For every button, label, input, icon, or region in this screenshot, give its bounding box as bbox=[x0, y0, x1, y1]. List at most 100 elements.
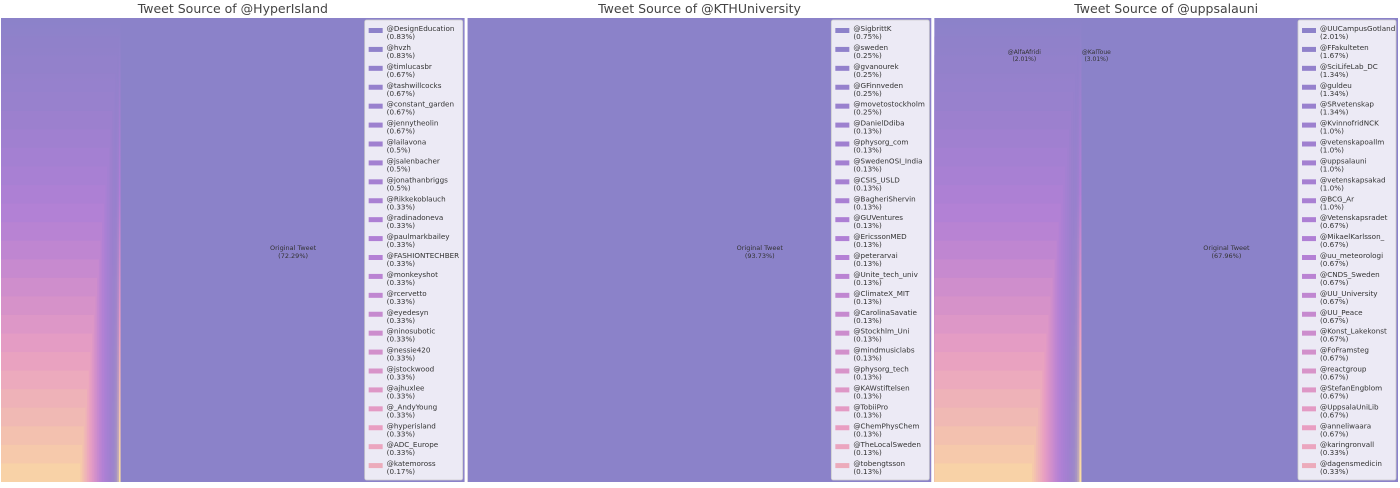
legend-swatch bbox=[835, 406, 850, 412]
legend-entry-pct: (0.13%) bbox=[853, 146, 882, 155]
legend-entry-name: @jstockwood bbox=[387, 365, 435, 374]
legend-entry-pct: (0.13%) bbox=[853, 429, 882, 438]
legend-entry-name: @tobengtsson bbox=[853, 459, 905, 468]
legend-entry-pct: (1.0%) bbox=[1320, 183, 1344, 192]
legend-swatch bbox=[835, 65, 850, 71]
legend-swatch bbox=[368, 179, 383, 185]
legend-swatch bbox=[368, 292, 383, 298]
legend-entry-pct: (1.34%) bbox=[1320, 89, 1349, 98]
legend-swatch bbox=[835, 217, 850, 223]
original-tweet-label: Original Tweet bbox=[270, 244, 317, 252]
legend-entry-name: @vetenskapoallm bbox=[1320, 138, 1384, 147]
legend-swatch bbox=[1302, 425, 1316, 431]
extra-label-pct: (2.01%) bbox=[1012, 56, 1036, 63]
legend-entry-pct: (0.33%) bbox=[387, 448, 416, 457]
legend-swatch bbox=[835, 103, 850, 109]
legend-entry-name: @ChemPhysChem bbox=[853, 421, 919, 430]
legend-entry-name: @anneliwaara bbox=[1320, 421, 1371, 430]
legend-entry-pct: (0.33%) bbox=[1320, 467, 1349, 476]
legend-entry-name: @EricssonMED bbox=[853, 232, 907, 241]
legend-entry-pct: (1.0%) bbox=[1320, 202, 1344, 211]
legend-swatch bbox=[835, 273, 850, 279]
legend-entry-name: @KAWstiftelsen bbox=[853, 383, 909, 392]
legend-entry-pct: (0.13%) bbox=[853, 240, 882, 249]
legend-entry-name: @UUCampusGotland bbox=[1320, 24, 1395, 33]
legend-entry-name: @Rikkekoblauch bbox=[387, 194, 446, 203]
legend-swatch bbox=[368, 103, 383, 109]
chart-title: Tweet Source of @uppsalauni bbox=[1073, 1, 1258, 16]
legend-entry-name: @physorg_com bbox=[853, 138, 908, 147]
legend-box bbox=[830, 19, 930, 481]
legend-entry-pct: (1.34%) bbox=[1320, 108, 1349, 117]
original-tweet-label: Original Tweet bbox=[1203, 244, 1250, 252]
legend-entry-pct: (0.67%) bbox=[1320, 221, 1349, 230]
legend-swatch bbox=[835, 28, 850, 33]
legend-swatch bbox=[1302, 406, 1316, 412]
legend-swatch bbox=[368, 349, 383, 355]
legend-entry-pct: (0.75%) bbox=[853, 32, 882, 41]
legend-entry-name: @ninosubotic bbox=[387, 327, 436, 336]
legend-swatch bbox=[1302, 122, 1316, 128]
legend-swatch bbox=[368, 311, 383, 317]
legend-swatch bbox=[835, 198, 850, 204]
legend-swatch bbox=[368, 122, 383, 128]
legend-entry-name: @FoFramsteg bbox=[1320, 346, 1369, 355]
legend-swatch bbox=[835, 387, 850, 393]
legend-swatch bbox=[368, 198, 383, 204]
legend-entry-name: @Konst_Lakekonst bbox=[1320, 327, 1387, 336]
legend-entry-name: @UppsalaUniLib bbox=[1320, 402, 1379, 411]
legend-entry-name: @FASHIONTECHBER bbox=[387, 251, 460, 260]
legend-swatch bbox=[835, 179, 850, 185]
legend-entry-pct: (0.83%) bbox=[387, 32, 416, 41]
legend-entry-pct: (2.01%) bbox=[1320, 32, 1349, 41]
legend-entry-pct: (0.5%) bbox=[387, 164, 411, 173]
legend-entry-pct: (1.67%) bbox=[1320, 51, 1349, 60]
legend-entry-pct: (0.13%) bbox=[853, 164, 882, 173]
legend-swatch bbox=[1302, 255, 1316, 260]
legend-entry-name: @radinadoneva bbox=[387, 213, 444, 222]
legend-swatch bbox=[835, 122, 850, 128]
legend-entry-name: @CarolinaSavatie bbox=[853, 308, 917, 317]
legend-entry-pct: (0.13%) bbox=[853, 467, 882, 476]
legend-entry-name: @MikaelKarlsson_ bbox=[1320, 232, 1385, 241]
legend-entry-name: @rcervetto bbox=[387, 289, 427, 298]
legend-swatch bbox=[368, 463, 383, 469]
legend-entry-name: @KvinnofridNCK bbox=[1320, 119, 1379, 128]
chart-panel-2: Tweet Source of @uppsalauni Original Twee… bbox=[934, 1, 1398, 483]
legend-entry-name: @CNDS_Sweden bbox=[1320, 270, 1380, 279]
legend-entry-pct: (0.13%) bbox=[853, 391, 882, 400]
legend-swatch bbox=[1302, 103, 1316, 109]
legend-entry-pct: (0.25%) bbox=[853, 89, 882, 98]
chart-panel-1: Tweet Source of @KTHUniversity Original T… bbox=[467, 0, 934, 483]
legend-swatch bbox=[1302, 292, 1316, 298]
original-tweet-pct: (72.29%) bbox=[278, 252, 308, 260]
legend-entry-name: @movetostockholm bbox=[853, 100, 925, 109]
legend-entry-name: @GFinnveden bbox=[853, 81, 903, 90]
legend-entry-pct: (0.33%) bbox=[387, 240, 416, 249]
legend-entry-name: @vetenskapsakad bbox=[1320, 175, 1386, 184]
legend-entry-pct: (0.25%) bbox=[853, 51, 882, 60]
legend-entry-name: @guldeu bbox=[1320, 81, 1352, 90]
legend-entry-name: @BagheriShervin bbox=[853, 194, 915, 203]
extra-label: @AlfaAfridi bbox=[1008, 49, 1042, 56]
legend-entry-name: @SciLifeLab_DC bbox=[1320, 62, 1378, 71]
legend-entry-pct: (0.67%) bbox=[1320, 240, 1349, 249]
legend-entry-name: @FFakulteten bbox=[1320, 43, 1369, 52]
legend-swatch bbox=[835, 311, 850, 317]
legend-entry-name: @SwedenOSI_India bbox=[853, 156, 922, 165]
legend-swatch bbox=[835, 463, 850, 469]
legend-entry-pct: (1.0%) bbox=[1320, 164, 1344, 173]
legend-entry-pct: (0.33%) bbox=[387, 335, 416, 344]
legend-swatch bbox=[368, 444, 383, 450]
legend-entry-pct: (0.13%) bbox=[853, 278, 882, 287]
legend-entry-name: @reactgroup bbox=[1320, 365, 1367, 374]
legend-entry-pct: (0.33%) bbox=[1320, 448, 1349, 457]
legend-entry-pct: (0.13%) bbox=[853, 221, 882, 230]
legend-swatch bbox=[368, 65, 383, 71]
legend-entry-name: @ajhuxlee bbox=[387, 383, 425, 392]
legend-box bbox=[364, 19, 464, 481]
legend-entry-pct: (0.67%) bbox=[1320, 410, 1349, 419]
legend-swatch bbox=[368, 28, 383, 33]
legend-swatch bbox=[835, 425, 850, 431]
